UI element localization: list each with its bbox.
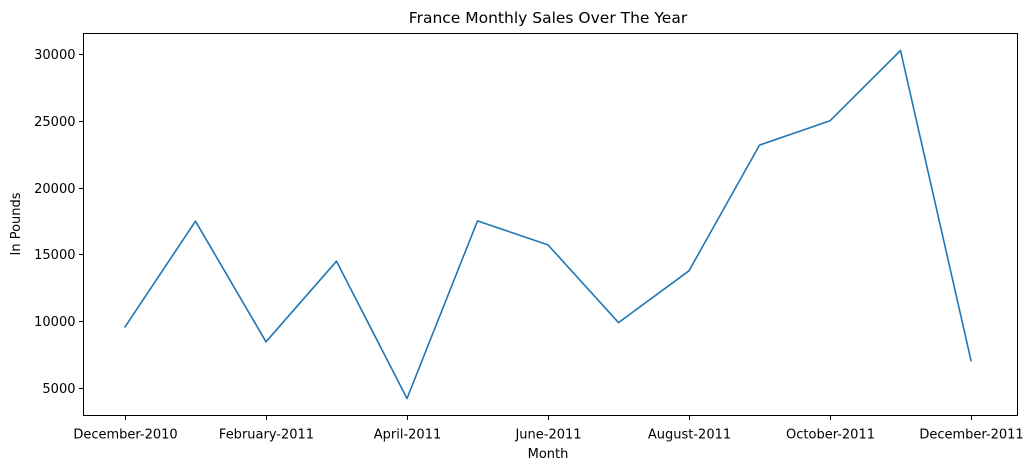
axes-frame xyxy=(83,33,1018,416)
y-tick-label: 30000 xyxy=(34,48,75,63)
x-tick-label: August-2011 xyxy=(648,428,731,443)
plot-area xyxy=(83,33,1018,416)
sales-line xyxy=(123,49,972,400)
series-group xyxy=(123,49,972,400)
y-tick-label: 10000 xyxy=(34,315,75,330)
x-tick-label: April-2011 xyxy=(374,428,442,443)
x-axis-label: Month xyxy=(528,447,569,462)
x-tick-label: December-2011 xyxy=(919,428,1023,443)
x-tick-label: June-2011 xyxy=(514,428,581,443)
y-tick-label: 25000 xyxy=(34,115,75,130)
y-tick-label: 15000 xyxy=(34,248,75,263)
chart-title: France Monthly Sales Over The Year xyxy=(409,9,688,27)
tick-group: 5000 10000 15000 20000 25000 30000 December-20… xyxy=(34,48,1024,443)
x-tick-label: December-2010 xyxy=(73,428,177,443)
y-tick-label: 20000 xyxy=(34,182,75,197)
x-tick-label: February-2011 xyxy=(219,428,314,443)
y-axis-label: In Pounds xyxy=(9,192,24,255)
y-tick-label: 5000 xyxy=(42,382,75,397)
x-tick-label: October-2011 xyxy=(786,428,875,443)
